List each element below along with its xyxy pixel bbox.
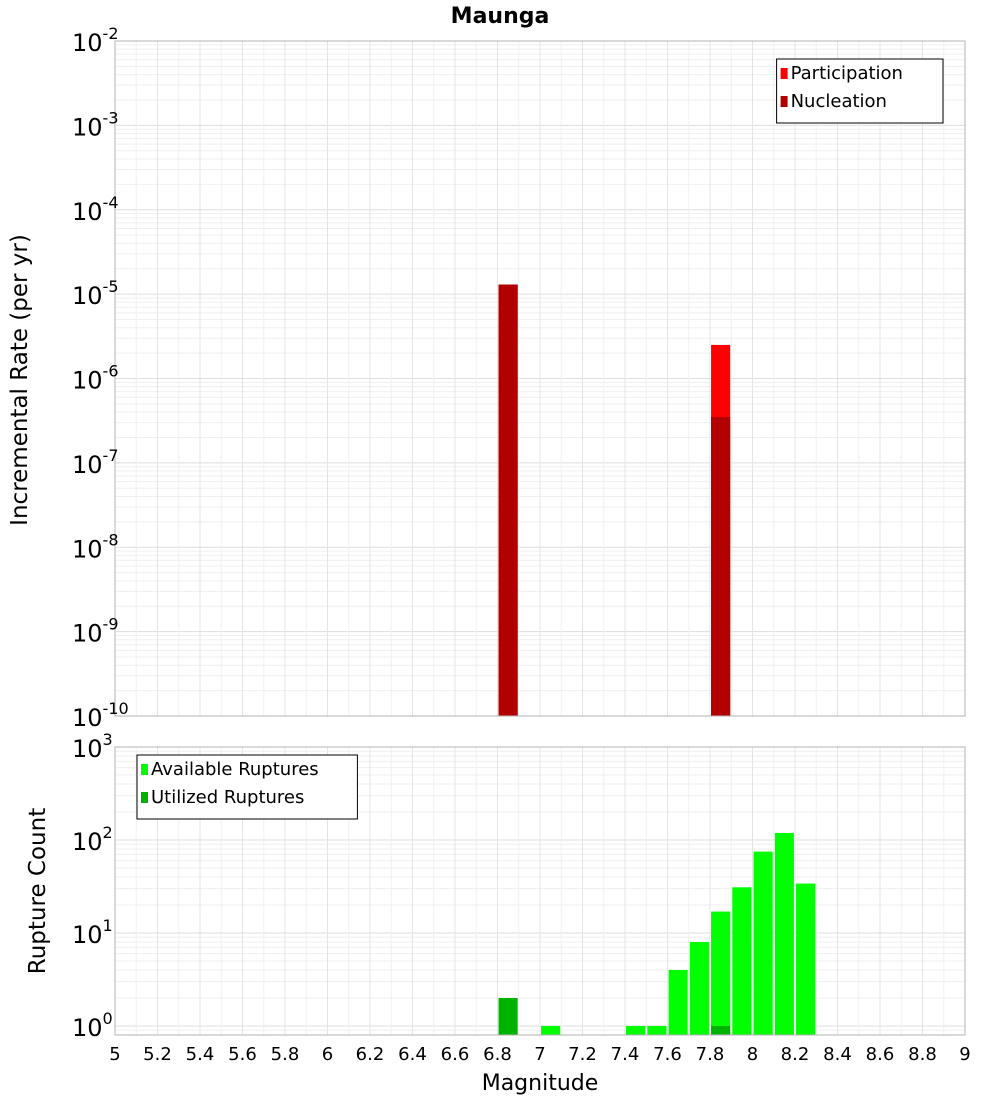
- top-y-axis-label: Incremental Rate (per yr): [7, 234, 33, 526]
- bar-available-ruptures: [668, 969, 688, 1035]
- y-tick-label: 10-9: [72, 615, 119, 648]
- x-tick-label: 8.8: [908, 1044, 937, 1065]
- chart-title: Maunga: [451, 4, 550, 29]
- legend-box: [776, 58, 944, 124]
- bottom-legend: Available Ruptures Utilized Ruptures: [136, 754, 358, 820]
- bottom-plot-frame: [114, 746, 966, 1036]
- legend-swatch: [780, 96, 788, 107]
- y-tick-label: 10-8: [72, 530, 119, 563]
- bar-available-ruptures: [796, 883, 816, 1035]
- legend-swatch: [780, 68, 788, 79]
- top-grid: [114, 41, 966, 717]
- x-tick-label: 6.2: [356, 1044, 385, 1065]
- x-tick-label: 5.4: [186, 1044, 215, 1065]
- y-tick-label: 10-2: [72, 24, 119, 57]
- legend-swatch: [141, 792, 148, 803]
- y-tick-label: 10-6: [72, 362, 119, 395]
- x-tick-label: 7.2: [568, 1044, 597, 1065]
- x-tick-label: 8.2: [781, 1044, 810, 1065]
- y-tick-label: 10-5: [72, 277, 119, 310]
- rupture-count-panel: 100 101 102 103 5 5.2 5.4 5.6 5.8 6 6.2 6.4 6.6 6.8 7…: [25, 730, 971, 1096]
- bar-nucleation: [711, 416, 731, 716]
- legend-label: Participation: [791, 63, 903, 84]
- x-tick-label: 5.2: [143, 1044, 172, 1065]
- x-tick-label: 7.4: [611, 1044, 640, 1065]
- y-tick-label: 102: [72, 823, 113, 856]
- top-bars: [498, 284, 731, 716]
- bar-available-ruptures: [689, 942, 709, 1035]
- x-tick-label: 5.6: [228, 1044, 257, 1065]
- top-legend: Participation Nucleation: [776, 58, 944, 124]
- x-axis-label: Magnitude: [482, 1071, 599, 1096]
- y-tick-label: 100: [72, 1009, 113, 1042]
- bar-utilized-ruptures: [711, 1025, 731, 1035]
- x-tick-label: 7.6: [653, 1044, 682, 1065]
- legend-swatch: [141, 764, 148, 775]
- x-tick-label: 7: [534, 1044, 545, 1065]
- y-tick-label: 10-10: [72, 699, 129, 732]
- bar-available-ruptures: [774, 832, 794, 1035]
- x-tick-label: 5.8: [271, 1044, 300, 1065]
- bar-nucleation: [498, 284, 518, 716]
- x-tick-label: 6.4: [398, 1044, 427, 1065]
- x-tick-label: 6: [322, 1044, 333, 1065]
- x-tick-label: 8: [747, 1044, 758, 1065]
- bar-available-ruptures: [647, 1025, 667, 1035]
- x-tick-labels: 5 5.2 5.4 5.6 5.8 6 6.2 6.4 6.6 6.8 7 7.2 7.4 7.6 7.8 8…: [109, 1044, 970, 1065]
- x-tick-label: 6.8: [483, 1044, 512, 1065]
- legend-box: [136, 754, 358, 820]
- bar-available-ruptures: [541, 1025, 561, 1035]
- legend-label: Nucleation: [791, 91, 887, 112]
- x-tick-label: 8.6: [866, 1044, 895, 1065]
- x-tick-label: 7.8: [696, 1044, 725, 1065]
- incremental-rate-panel: 10-10 10-9 10-8 10-7 10-6 10-5 10-4 10-3 10-2 In…: [7, 24, 966, 732]
- x-tick-label: 6.6: [441, 1044, 470, 1065]
- top-y-tick-labels: 10-10 10-9 10-8 10-7 10-6 10-5 10-4 10-3 10-2: [72, 24, 129, 732]
- bottom-y-tick-labels: 100 101 102 103: [72, 730, 113, 1042]
- y-tick-label: 10-3: [72, 108, 119, 141]
- bottom-bars: [498, 832, 816, 1035]
- bottom-y-axis-label: Rupture Count: [25, 808, 51, 974]
- x-tick-label: 9: [959, 1044, 970, 1065]
- y-tick-label: 103: [72, 730, 113, 763]
- x-tick-label: 8.4: [823, 1044, 852, 1065]
- top-plot-frame: [114, 40, 966, 717]
- y-tick-label: 10-4: [72, 193, 119, 226]
- legend-label: Utilized Ruptures: [151, 787, 304, 808]
- x-tick-label: 5: [109, 1044, 120, 1065]
- y-tick-label: 101: [72, 916, 113, 949]
- bar-available-ruptures: [753, 851, 773, 1035]
- bar-available-ruptures: [626, 1025, 646, 1035]
- bar-utilized-ruptures: [498, 997, 518, 1035]
- legend-label: Available Ruptures: [151, 759, 319, 780]
- bar-available-ruptures: [732, 887, 752, 1035]
- bar-available-ruptures: [711, 911, 731, 1035]
- y-tick-label: 10-7: [72, 446, 119, 479]
